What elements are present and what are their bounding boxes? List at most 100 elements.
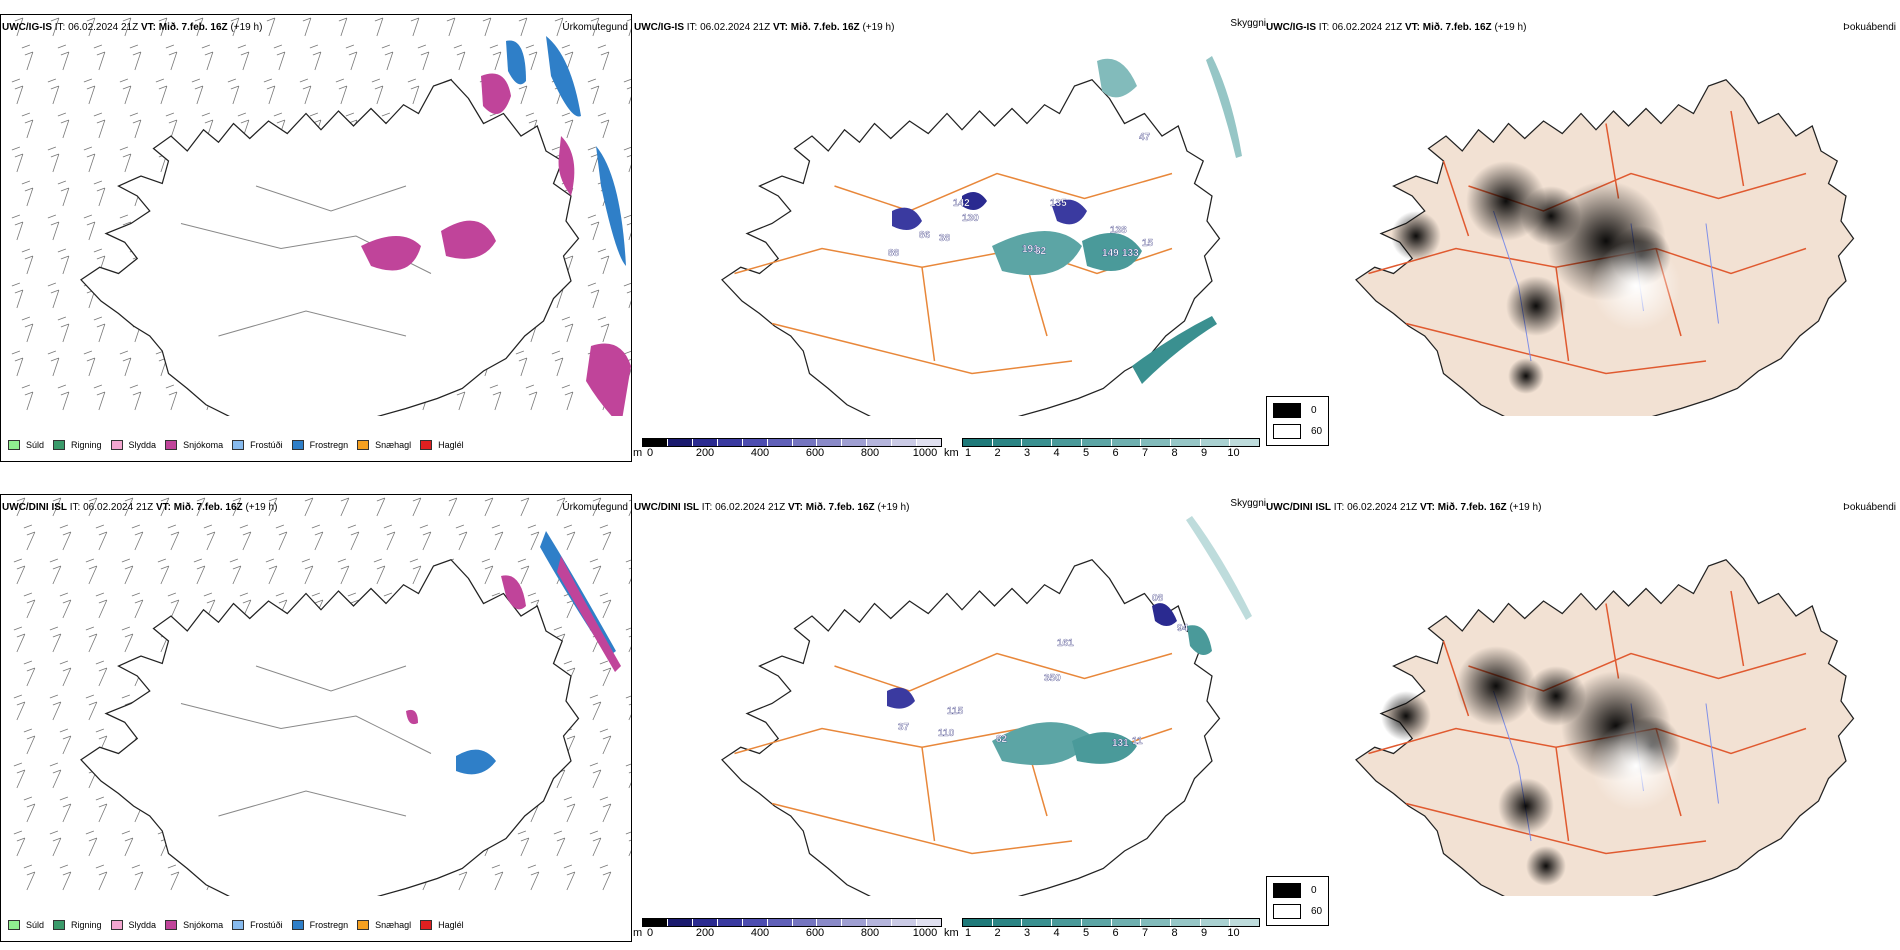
legend-label: Rigning xyxy=(71,440,102,450)
colorbar-cell xyxy=(643,439,668,446)
colorbar-cell xyxy=(1111,439,1142,446)
legend-swatch xyxy=(420,920,433,930)
valid-time: Mið. 7.feb. 16Z xyxy=(1437,502,1507,513)
variable-name: Úrkomutegund xyxy=(562,502,628,513)
colorbar-cell xyxy=(1081,439,1112,446)
colorbar-tick: 6 xyxy=(1112,447,1119,459)
colorbar-cell xyxy=(1170,439,1201,446)
colorbar-cell xyxy=(643,919,668,926)
height-colorbar: 0 200 400 600 800 1000 m xyxy=(633,438,942,459)
legend-item: Súld xyxy=(8,920,44,930)
legend-swatch xyxy=(291,440,304,450)
precip-map xyxy=(11,17,631,416)
precip-area xyxy=(558,136,575,196)
precip-area xyxy=(481,73,511,114)
colorbar-tick: 3 xyxy=(1023,447,1031,459)
init-time-label: IT: xyxy=(1333,502,1345,513)
colorbar-tick: 4 xyxy=(1053,447,1060,459)
panel-title: UWC/DINI ISL IT: 06.02.2024 21Z VT: Mið.… xyxy=(1266,502,1541,513)
fog-area xyxy=(1456,646,1536,726)
legend-swatch xyxy=(110,440,123,450)
colorbar-cell xyxy=(717,439,743,446)
precip-area xyxy=(506,40,526,85)
precip-area xyxy=(456,749,496,775)
model-name: UWC/DINI ISL xyxy=(634,502,699,513)
map-frame xyxy=(0,14,632,462)
visibility-area xyxy=(892,207,922,230)
colorbar-cell xyxy=(667,919,693,926)
legend-swatch xyxy=(165,920,178,930)
legend-label: Frostúði xyxy=(250,920,283,930)
precip-area xyxy=(361,236,421,271)
colorbar-cell xyxy=(867,919,893,926)
fog-area xyxy=(1508,358,1544,394)
height-label: 15 xyxy=(1142,238,1154,249)
height-label: 133 xyxy=(1122,248,1139,259)
height-label: 115 xyxy=(947,706,964,717)
precip-type-legend: Súld Rigning Slydda Snjókoma Frostúði Frostre… xyxy=(8,440,473,450)
height-label: 11 xyxy=(1132,736,1143,747)
colorbar-cell xyxy=(792,439,818,446)
precip-area xyxy=(557,556,621,672)
colorbar-tick: 1 xyxy=(964,447,972,459)
init-time: 06.02.2024 21Z xyxy=(1347,502,1418,513)
colorbar-cell xyxy=(692,439,718,446)
visibility-area xyxy=(962,192,987,210)
colorbar-cell xyxy=(963,439,993,446)
legend-swatch xyxy=(165,440,178,450)
legend-item: Haglél xyxy=(420,920,464,930)
map-frame xyxy=(0,494,632,942)
variable-name: Skyggni xyxy=(1230,498,1266,509)
colorbar-tick: 7 xyxy=(1141,447,1149,459)
height-label: 135 xyxy=(1050,198,1067,209)
visibility-area xyxy=(1072,732,1137,764)
fog-area xyxy=(1498,778,1554,834)
colorbar-tick: 200 xyxy=(695,927,715,939)
colorbar-tick: 0 xyxy=(646,927,654,939)
fog-legend-label: 60 xyxy=(1311,426,1323,437)
visibility-panel: 47 135 142 130 86 88 138 38 191 82 149 133 15 UWC/IG-… xyxy=(632,0,1272,462)
colorbar-cell xyxy=(1052,919,1082,926)
legend-label: Slydda xyxy=(128,440,157,450)
legend-swatch xyxy=(420,440,433,450)
colorbar-cell xyxy=(667,439,693,446)
colorbar-tick: 400 xyxy=(750,447,770,459)
model-name: UWC/IG-IS xyxy=(2,22,52,33)
colorbar-tick: 1000 xyxy=(912,447,938,459)
legend-label: Frostúði xyxy=(250,440,283,450)
lead-time: (+19 h) xyxy=(1494,22,1527,33)
fog-clear-area xyxy=(1591,241,1681,331)
variable-name: Skyggni xyxy=(1230,18,1266,29)
colorbar-cell xyxy=(917,439,942,446)
height-label: 161 xyxy=(1057,638,1074,649)
fog-panel: UWC/IG-IS IT: 06.02.2024 21Z VT: Mið. 7.… xyxy=(1266,0,1900,462)
colorbar-cell xyxy=(1141,439,1171,446)
legend-item: Frostúði xyxy=(232,920,283,930)
colorbar-cell xyxy=(992,919,1023,926)
colorbar-cell xyxy=(1200,439,1231,446)
colorbar-tick: 7 xyxy=(1141,927,1149,939)
init-time: 06.02.2024 21Z xyxy=(68,22,139,33)
legend-item: Slydda xyxy=(110,440,157,450)
colorbar-cell xyxy=(792,919,818,926)
height-label: 130 xyxy=(962,213,979,224)
colorbar-unit: km xyxy=(944,447,959,459)
colorbar-unit: m xyxy=(633,927,643,939)
legend-label: Snæhagl xyxy=(375,920,412,930)
precip-type-legend: Súld Rigning Slydda Snjókoma Frostúði Frostre… xyxy=(8,920,473,930)
panel-title: UWC/DINI ISL IT: 06.02.2024 21Z VT: Mið.… xyxy=(634,502,909,513)
colorbar-cell xyxy=(1230,919,1260,926)
precip-map xyxy=(13,497,631,896)
legend-item: Haglél xyxy=(420,440,464,450)
fog-legend: 0 60 xyxy=(1266,396,1330,446)
colorbar-tick: 1000 xyxy=(912,927,938,939)
legend-item: Frostregn xyxy=(291,920,348,930)
panel-title: UWC/DINI ISL IT: 06.02.2024 21Z VT: Mið.… xyxy=(2,502,277,513)
height-label: 131 xyxy=(1112,738,1129,749)
visibility-area xyxy=(992,722,1092,766)
legend-label: Haglél xyxy=(438,440,464,450)
height-label: 37 xyxy=(898,722,910,733)
valid-time: Mið. 7.feb. 16Z xyxy=(158,22,228,33)
init-time: 06.02.2024 21Z xyxy=(700,22,771,33)
height-label: 191 xyxy=(1022,244,1039,255)
